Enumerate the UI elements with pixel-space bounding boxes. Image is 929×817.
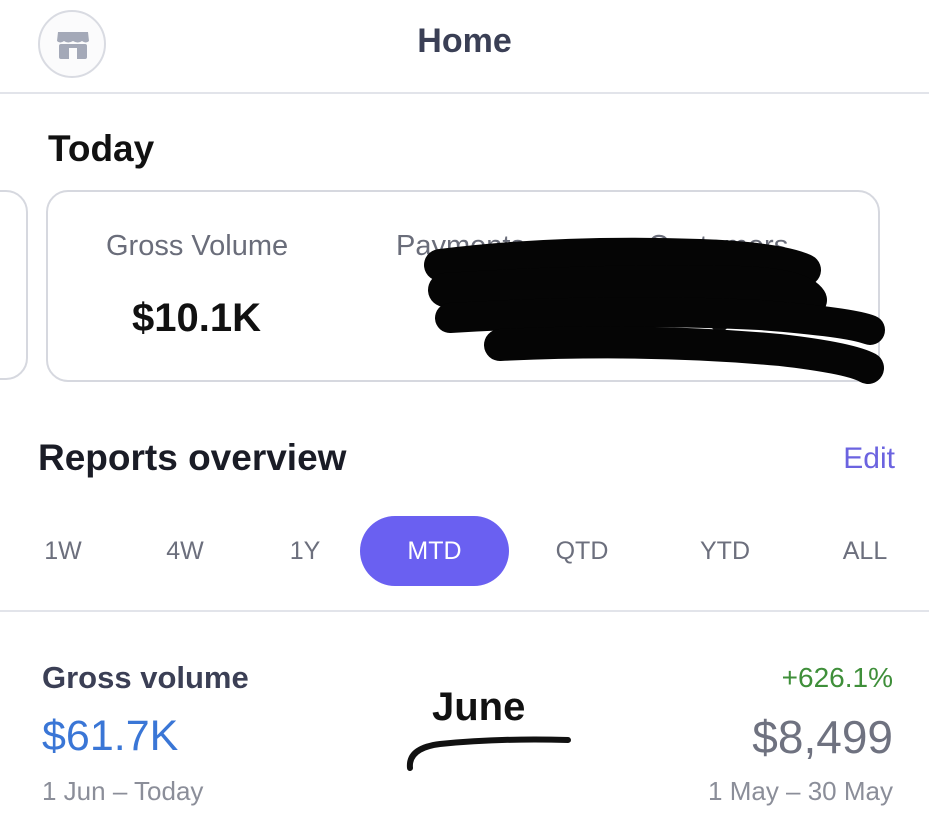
- previous-period-range: 1 May – 30 May: [708, 776, 893, 806]
- customers-value: 6: [708, 296, 731, 340]
- tab-1y[interactable]: 1Y: [289, 537, 321, 565]
- previous-period-value: $8,499: [752, 711, 893, 763]
- tab-mtd[interactable]: MTD: [360, 516, 509, 586]
- handwritten-annotation: June: [432, 685, 526, 729]
- top-bar: Home: [0, 0, 929, 94]
- store-button[interactable]: [38, 10, 106, 78]
- tab-ytd[interactable]: YTD: [700, 537, 750, 565]
- reports-overview-heading: Reports overview: [38, 437, 347, 478]
- tab-4w[interactable]: 4W: [166, 537, 204, 565]
- tab-1w[interactable]: 1W: [44, 537, 82, 565]
- annotation-underline: [406, 736, 571, 771]
- gross-volume-title: Gross volume: [42, 660, 249, 695]
- tab-all[interactable]: ALL: [842, 537, 888, 565]
- previous-card-edge[interactable]: [0, 190, 28, 380]
- gross-volume-label: Gross Volume: [106, 230, 289, 262]
- gross-volume-value: $10.1K: [132, 296, 261, 340]
- payments-label: Payments: [396, 230, 525, 262]
- page-title: Home: [417, 22, 512, 60]
- change-percentage: +626.1%: [781, 662, 893, 693]
- gross-volume-amount[interactable]: $61.7K: [42, 712, 179, 760]
- section-divider: [0, 610, 929, 612]
- customers-label: Customers: [648, 230, 789, 262]
- gross-volume-range: 1 Jun – Today: [42, 776, 204, 806]
- tab-qtd[interactable]: QTD: [555, 537, 609, 565]
- today-heading: Today: [48, 128, 155, 169]
- today-metrics-card[interactable]: Gross Volume $10.1K Payments 4 Customers…: [46, 190, 880, 382]
- storefront-icon: [57, 32, 89, 59]
- payments-value: 4: [448, 296, 471, 340]
- edit-button[interactable]: Edit: [843, 442, 895, 475]
